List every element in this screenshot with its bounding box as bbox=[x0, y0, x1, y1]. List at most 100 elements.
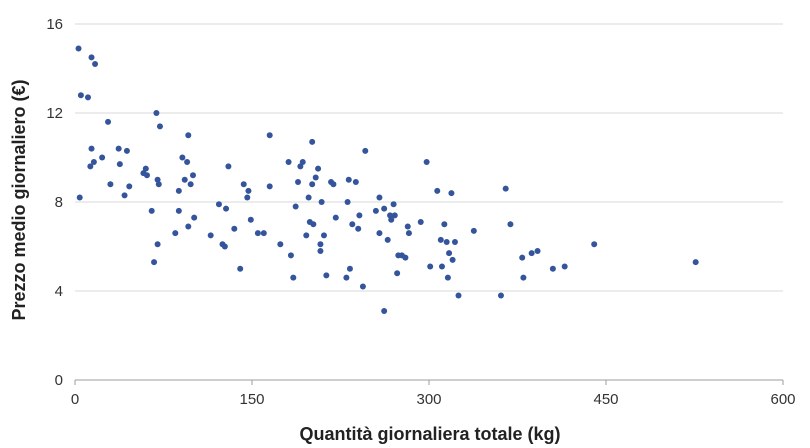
data-point bbox=[451, 239, 458, 246]
data-point bbox=[309, 138, 316, 145]
data-point bbox=[359, 283, 366, 290]
data-point bbox=[404, 223, 411, 230]
data-point bbox=[381, 205, 388, 212]
data-point bbox=[143, 172, 150, 179]
x-axis-title: Quantità giornaliera totale (kg) bbox=[299, 424, 560, 444]
data-point bbox=[88, 54, 95, 61]
data-point bbox=[502, 185, 509, 192]
data-point bbox=[455, 292, 462, 299]
data-point bbox=[240, 181, 247, 188]
data-point bbox=[438, 263, 445, 270]
data-point bbox=[115, 145, 122, 152]
data-point bbox=[318, 199, 325, 205]
data-point bbox=[172, 230, 179, 237]
data-point bbox=[423, 158, 430, 165]
data-point bbox=[388, 216, 395, 223]
data-point bbox=[121, 192, 128, 199]
data-point bbox=[175, 187, 182, 194]
data-point bbox=[154, 241, 161, 248]
data-points bbox=[75, 45, 699, 315]
data-point bbox=[126, 183, 133, 190]
data-point bbox=[362, 147, 369, 154]
data-point bbox=[221, 243, 228, 250]
data-point bbox=[148, 207, 155, 214]
data-point bbox=[323, 272, 330, 279]
data-point bbox=[123, 147, 130, 154]
data-point bbox=[305, 194, 312, 201]
data-point bbox=[116, 161, 123, 168]
data-point bbox=[402, 254, 409, 261]
data-point bbox=[437, 236, 444, 243]
data-point bbox=[87, 163, 94, 170]
data-point bbox=[181, 176, 188, 183]
data-point bbox=[497, 292, 504, 299]
y-tick-label: 16 bbox=[46, 16, 63, 33]
tick-labels: 0 4 8 12 16 0 150 300 450 600 bbox=[46, 16, 795, 408]
data-point bbox=[295, 178, 302, 185]
data-point bbox=[417, 219, 424, 226]
data-point bbox=[185, 223, 192, 230]
data-point bbox=[99, 154, 106, 161]
data-point bbox=[185, 132, 192, 139]
data-point bbox=[549, 265, 556, 272]
data-point bbox=[528, 250, 535, 257]
data-point bbox=[90, 158, 97, 165]
data-point bbox=[317, 247, 324, 254]
y-tick-label: 8 bbox=[55, 194, 63, 211]
data-point bbox=[443, 239, 450, 246]
data-point bbox=[356, 212, 363, 219]
x-tick-label: 450 bbox=[593, 391, 618, 408]
data-point bbox=[344, 199, 351, 205]
data-point bbox=[591, 241, 598, 248]
data-point bbox=[343, 274, 350, 281]
data-point bbox=[107, 181, 114, 188]
data-point bbox=[290, 274, 297, 281]
data-point bbox=[310, 221, 317, 228]
data-point bbox=[142, 165, 149, 172]
data-point bbox=[448, 190, 455, 197]
data-point bbox=[520, 274, 527, 281]
data-point bbox=[446, 250, 453, 257]
data-point bbox=[427, 263, 434, 270]
data-point bbox=[285, 158, 292, 165]
data-point bbox=[287, 252, 294, 259]
data-point bbox=[320, 232, 327, 239]
data-point bbox=[247, 216, 254, 223]
data-point bbox=[190, 172, 196, 179]
data-point bbox=[153, 110, 160, 116]
data-point bbox=[155, 181, 162, 188]
data-point bbox=[297, 163, 304, 170]
data-point bbox=[384, 236, 391, 243]
x-tick-label: 0 bbox=[71, 391, 79, 408]
data-point bbox=[315, 165, 322, 172]
data-point bbox=[355, 225, 362, 232]
data-point bbox=[390, 201, 397, 208]
data-point bbox=[332, 214, 339, 221]
data-point bbox=[151, 259, 158, 266]
data-point bbox=[266, 132, 273, 139]
data-point bbox=[156, 123, 163, 130]
data-point bbox=[470, 227, 477, 234]
data-point bbox=[346, 265, 353, 272]
data-point bbox=[88, 145, 95, 152]
data-point bbox=[254, 230, 261, 237]
data-point bbox=[207, 232, 214, 239]
data-point bbox=[352, 178, 359, 185]
data-point bbox=[175, 207, 182, 214]
data-point bbox=[245, 187, 252, 194]
x-tick-label: 300 bbox=[416, 391, 441, 408]
data-point bbox=[394, 270, 401, 277]
data-point bbox=[372, 207, 379, 214]
data-point bbox=[345, 176, 352, 183]
data-point bbox=[391, 212, 398, 219]
data-point bbox=[179, 154, 186, 161]
data-point bbox=[519, 254, 526, 261]
data-point bbox=[381, 308, 388, 315]
data-point bbox=[76, 194, 83, 201]
x-tick-label: 150 bbox=[239, 391, 264, 408]
y-tick-label: 12 bbox=[46, 105, 63, 122]
data-point bbox=[405, 230, 412, 237]
data-point bbox=[277, 241, 284, 248]
data-point bbox=[260, 230, 267, 237]
